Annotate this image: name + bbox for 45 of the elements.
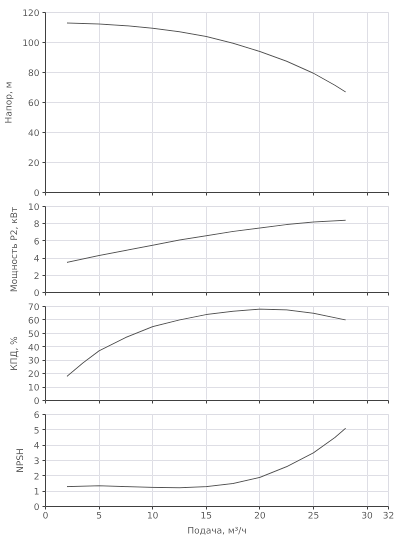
y-tick-label: 80 — [28, 69, 40, 79]
y-tick-label: 120 — [22, 9, 40, 19]
y-tick-label: 60 — [28, 99, 40, 109]
line-series — [66, 308, 346, 377]
y-tick-label: 2 — [34, 272, 40, 282]
y-tick-label: 5 — [34, 426, 40, 436]
x-tick-label: 20 — [254, 512, 266, 522]
y-tick-label: 4 — [34, 442, 40, 452]
y-tick-label: 20 — [28, 370, 40, 380]
y-axis-title: Мощность P2, кВт — [10, 206, 20, 292]
x-tick-label: 32 — [382, 512, 394, 522]
y-tick-label: 4 — [34, 254, 40, 265]
y-tick-label: 0 — [34, 397, 40, 407]
y-tick-label: 50 — [28, 330, 40, 340]
y-tick-label: 10 — [28, 203, 40, 213]
line-series — [66, 22, 346, 92]
line-series — [66, 220, 346, 263]
y-tick-label: 100 — [22, 39, 40, 49]
y-axis-title: NPSH — [16, 448, 26, 473]
y-tick-label: 1 — [34, 488, 40, 498]
y-tick-label: 6 — [34, 237, 40, 248]
x-tick-label: 5 — [96, 512, 102, 522]
x-tick-label: 25 — [308, 512, 320, 522]
y-tick-label: 40 — [28, 129, 40, 139]
y-tick-label: 3 — [34, 457, 40, 467]
x-tick-label: 0 — [42, 512, 49, 522]
x-tick-label: 10 — [146, 512, 159, 522]
y-tick-label: 40 — [28, 343, 40, 354]
y-tick-label: 60 — [28, 316, 40, 326]
y-tick-label: 0 — [34, 503, 40, 513]
y-tick-label: 0 — [34, 289, 40, 299]
x-axis-title: Подача, м³/ч — [187, 526, 247, 536]
y-tick-label: 2 — [34, 472, 40, 482]
y-tick-label: 70 — [28, 303, 40, 313]
y-tick-label: 8 — [34, 220, 40, 230]
x-tick-label: 30 — [361, 512, 374, 522]
line-series — [66, 428, 346, 488]
y-tick-label: 6 — [34, 411, 40, 421]
y-axis-title: Напор, м — [4, 82, 14, 124]
y-tick-label: 10 — [28, 384, 40, 394]
x-tick-label: 15 — [200, 512, 212, 522]
y-tick-label: 30 — [28, 356, 40, 367]
y-tick-label: 20 — [28, 159, 40, 169]
y-axis-title: КПД, % — [10, 336, 20, 371]
y-tick-label: 0 — [34, 189, 40, 199]
